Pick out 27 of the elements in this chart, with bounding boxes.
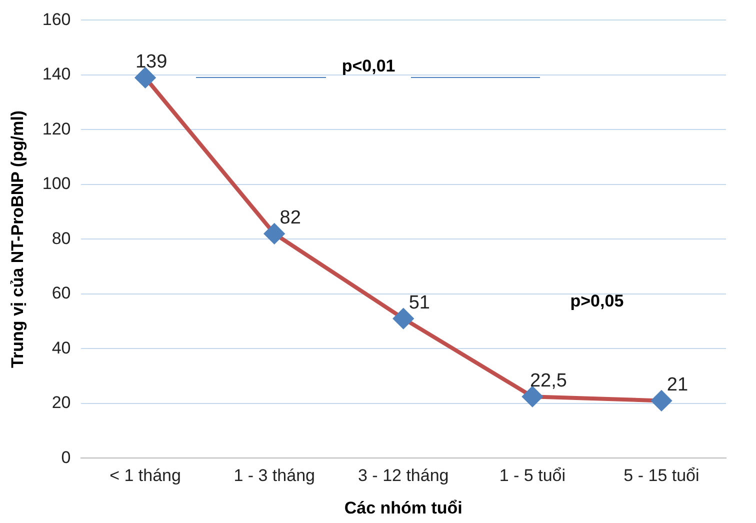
- point: [135, 68, 156, 88]
- data-label: 139: [135, 51, 168, 72]
- x-tick-label: < 1 tháng: [110, 466, 181, 486]
- data-label: 51: [408, 292, 430, 314]
- y-tick-label: 0: [61, 448, 71, 467]
- y-axis-title: Trung vị của NT-ProBNP (pg/ml): [8, 110, 27, 368]
- y-tick-label: 100: [42, 174, 71, 194]
- x-tick-label: 1 - 3 tháng: [234, 466, 315, 486]
- annotation: p>0,05: [570, 292, 624, 311]
- x-tick-label: 1 - 5 tuổi: [499, 466, 566, 486]
- y-tick-label: 140: [42, 64, 71, 84]
- x-tick-label: 5 - 15 tuổi: [624, 466, 700, 486]
- point: [264, 224, 284, 244]
- y-tick-label: 20: [52, 393, 71, 412]
- y-tick-label: 80: [52, 228, 71, 248]
- data-label: 82: [280, 207, 301, 228]
- annotation: p<0,01: [342, 56, 396, 76]
- data-label: 22,5: [530, 370, 567, 392]
- x-tick-label: 3 - 12 tháng: [358, 466, 449, 486]
- point: [393, 308, 414, 329]
- data-label: 21: [666, 374, 688, 396]
- x-axis-title: Các nhóm tuổi: [344, 498, 462, 518]
- y-tick-label: 40: [52, 338, 71, 358]
- y-tick-label: 120: [42, 119, 71, 138]
- y-tick-label: 60: [52, 284, 71, 303]
- y-tick-label: 160: [42, 10, 71, 29]
- point: [651, 390, 672, 411]
